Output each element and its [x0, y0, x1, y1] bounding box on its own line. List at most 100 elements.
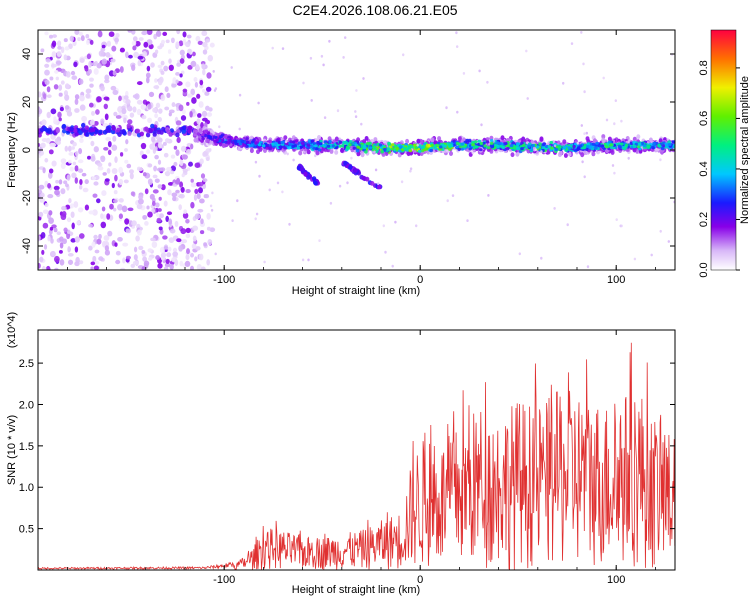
noise-point — [88, 102, 94, 108]
noise-point — [152, 107, 157, 113]
x-tick-label: 100 — [607, 574, 625, 586]
sparse-point — [553, 144, 557, 148]
noise-point — [84, 179, 89, 185]
noise-point — [51, 51, 57, 58]
noise-point — [97, 30, 103, 38]
noise-point — [176, 136, 181, 144]
noise-point — [75, 256, 80, 264]
noise-point — [69, 166, 74, 172]
noise-point — [159, 229, 164, 235]
ridge-point — [483, 144, 487, 148]
noise-point — [112, 135, 117, 142]
sparse-point — [576, 141, 579, 145]
noise-point — [125, 51, 129, 59]
sparse-point — [394, 220, 397, 224]
low-band-point — [187, 125, 193, 131]
noise-point — [67, 259, 74, 265]
noise-point — [195, 35, 201, 42]
noise-point — [181, 173, 185, 178]
noise-point — [44, 63, 50, 68]
spectrogram-points — [38, 30, 675, 270]
noise-point — [79, 104, 86, 111]
noise-point — [96, 238, 102, 245]
noise-point — [65, 71, 71, 78]
noise-point — [42, 209, 49, 214]
ridge-point — [215, 138, 219, 142]
noise-point — [202, 41, 208, 48]
noise-point — [57, 111, 62, 118]
noise-point — [147, 117, 153, 123]
noise-point — [70, 70, 76, 76]
ridge-point — [640, 141, 645, 146]
noise-point — [118, 198, 124, 203]
noise-point — [104, 113, 109, 121]
ridge-point — [505, 147, 510, 151]
ridge-point — [604, 145, 609, 149]
noise-point — [105, 137, 112, 141]
low-band-point — [116, 127, 121, 133]
noise-point — [102, 122, 109, 128]
noise-point — [125, 228, 130, 234]
ridge-point — [338, 140, 343, 144]
noise-point — [103, 146, 109, 151]
ridge-point — [265, 143, 270, 148]
noise-point — [145, 72, 151, 79]
noise-point — [157, 159, 162, 165]
sparse-point — [540, 150, 543, 153]
sparse-point — [583, 132, 586, 136]
x-tick-label: 0 — [417, 274, 423, 286]
noise-point — [170, 37, 175, 44]
noise-point — [160, 39, 166, 45]
noise-point — [174, 259, 179, 266]
noise-point — [199, 79, 204, 86]
noise-point — [179, 73, 183, 78]
noise-point — [59, 236, 64, 242]
noise-point — [209, 227, 216, 233]
noise-point — [90, 266, 94, 270]
chart-title: C2E4.2026.108.06.21.E05 — [292, 2, 458, 18]
noise-point — [132, 106, 137, 113]
noise-point — [174, 179, 180, 185]
sparse-point — [301, 258, 305, 262]
noise-point — [61, 210, 67, 218]
noise-point — [41, 198, 45, 203]
noise-point — [67, 246, 71, 253]
noise-point — [59, 259, 65, 266]
snr-y-label: SNR (10 * v/v) — [6, 415, 18, 485]
ridge-halo-point — [334, 150, 339, 155]
noise-point — [136, 99, 143, 105]
noise-point — [144, 221, 149, 226]
low-band-point — [169, 128, 174, 134]
sparse-point — [338, 184, 342, 188]
noise-point — [136, 108, 142, 116]
noise-point — [170, 154, 176, 159]
noise-point — [175, 72, 180, 76]
noise-point — [38, 108, 43, 115]
noise-point — [158, 108, 163, 114]
noise-point — [112, 70, 117, 76]
noise-point — [118, 178, 124, 186]
ridge-point — [314, 144, 318, 148]
noise-point — [42, 93, 47, 100]
noise-point — [51, 250, 56, 257]
noise-point — [185, 81, 191, 88]
ridge-halo-point — [315, 150, 320, 156]
sparse-point — [480, 123, 483, 127]
ridge-point — [536, 145, 540, 149]
sparse-point — [281, 47, 285, 50]
y-tick-label: -20 — [21, 190, 33, 206]
branch-point — [311, 176, 317, 182]
noise-point — [45, 58, 51, 63]
sparse-point — [525, 49, 528, 53]
ridge-point — [541, 143, 546, 147]
noise-point — [168, 64, 174, 71]
sparse-point — [613, 171, 616, 175]
noise-point — [54, 267, 59, 270]
noise-point — [96, 198, 101, 204]
sparse-point — [384, 250, 387, 254]
low-band-point — [45, 127, 50, 133]
sparse-point — [402, 53, 405, 57]
ridge-point — [585, 144, 590, 149]
noise-point — [67, 145, 72, 152]
